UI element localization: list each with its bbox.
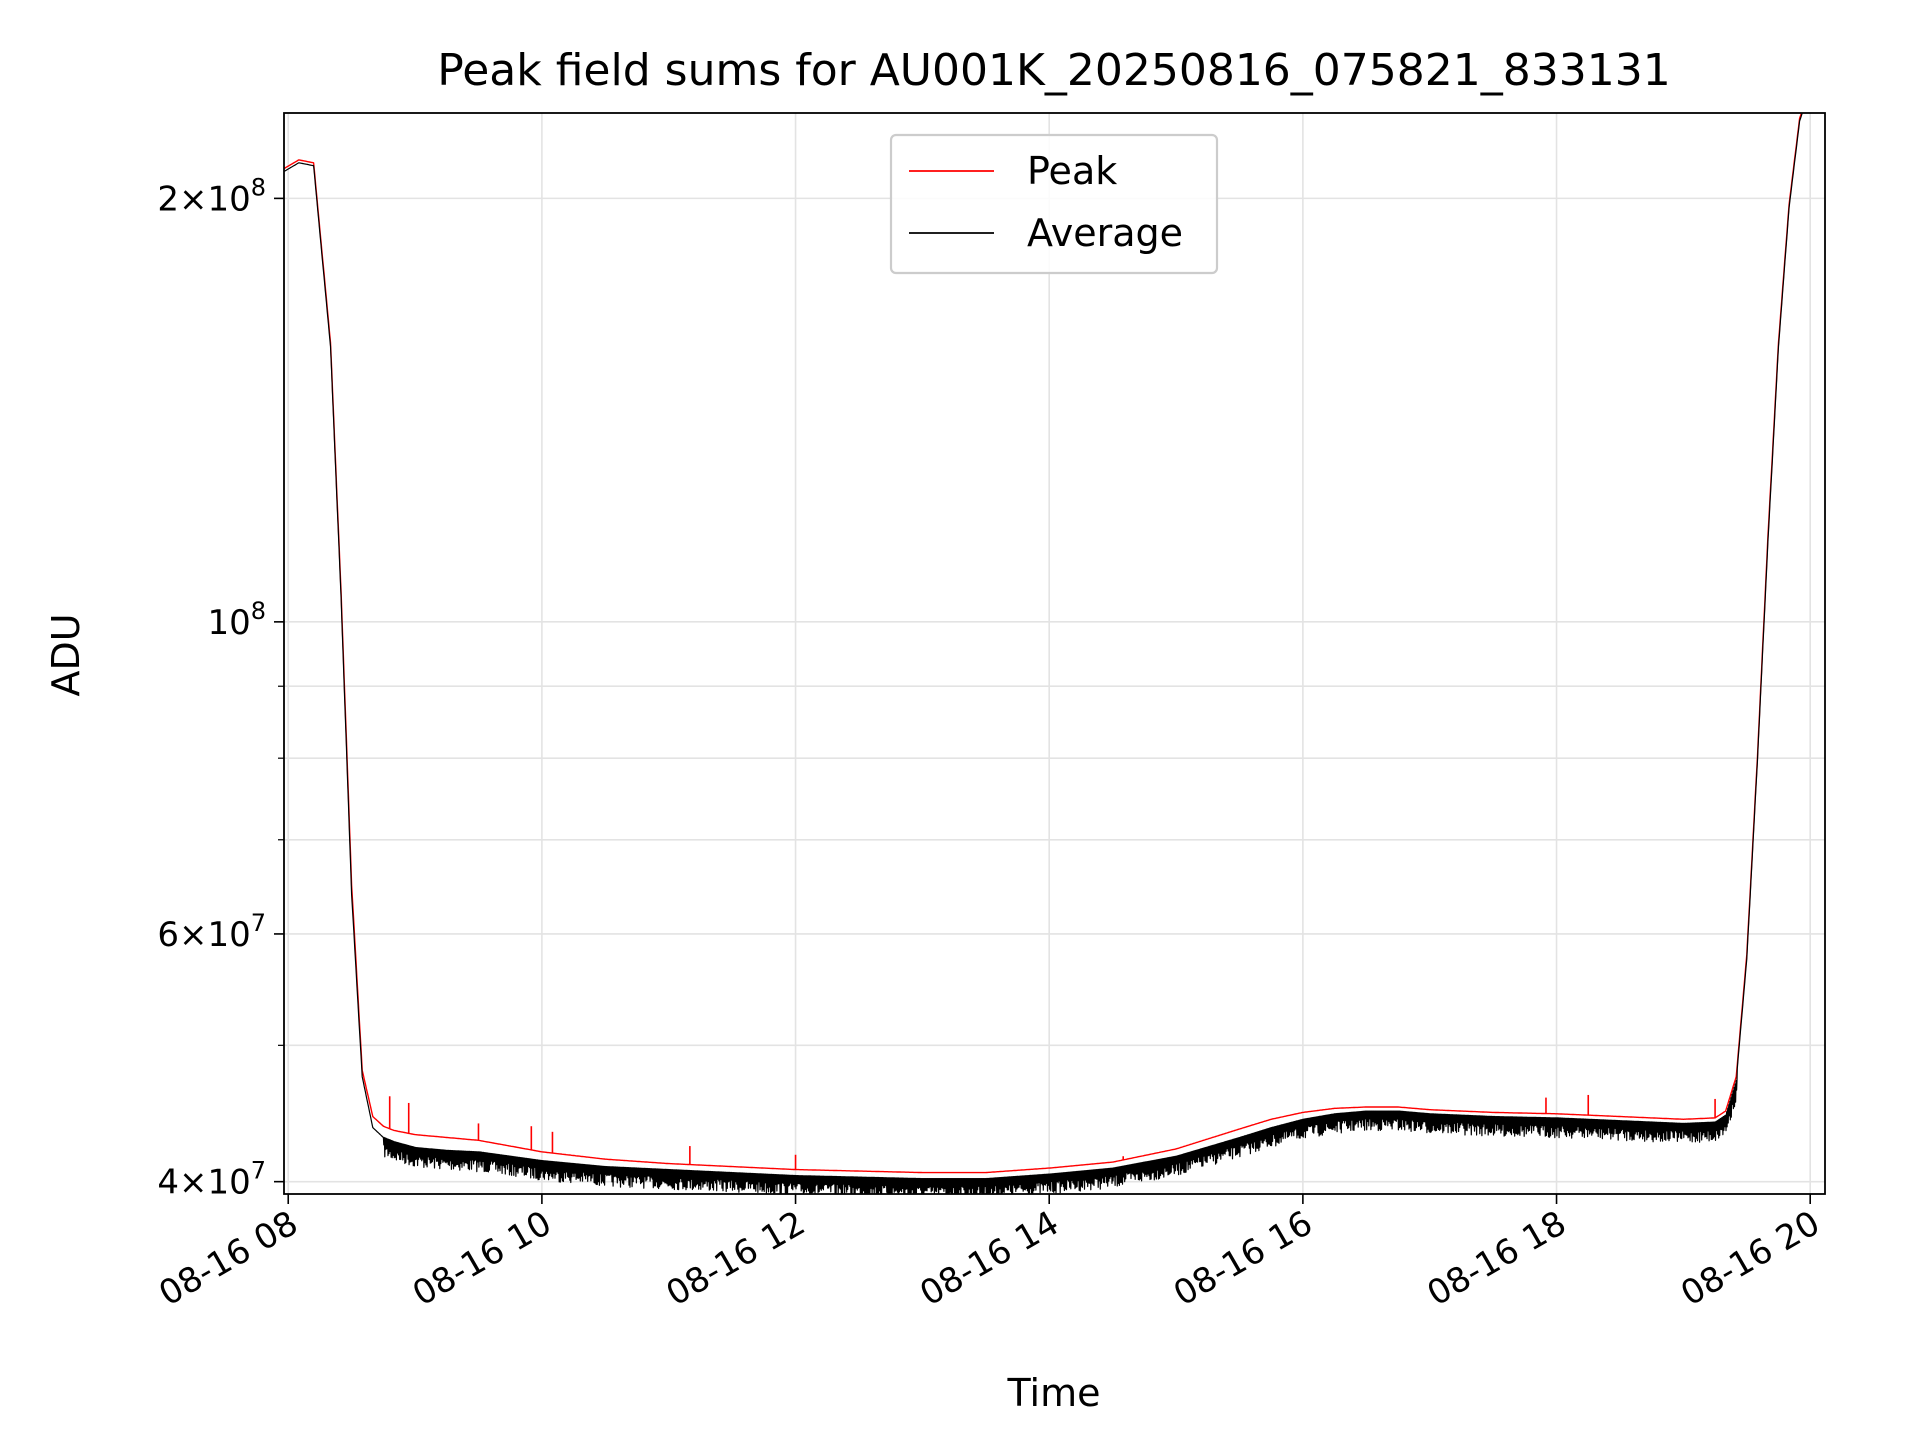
grid xyxy=(284,113,1825,1194)
y-tick-label: 4×107 xyxy=(157,1157,266,1203)
x-tick-label: 08-16 16 xyxy=(1167,1203,1319,1314)
y-axis-label: ADU xyxy=(44,613,88,696)
y-tick-label: 2×108 xyxy=(157,173,266,219)
legend-label-average: Average xyxy=(1027,211,1183,255)
chart-title: Peak field sums for AU001K_20250816_0758… xyxy=(437,45,1670,96)
series-layer xyxy=(284,113,1803,1194)
x-tick-label: 08-16 14 xyxy=(913,1203,1065,1314)
x-tick-label: 08-16 18 xyxy=(1421,1203,1573,1314)
series-line-average xyxy=(284,113,1803,1194)
y-tick-label: 108 xyxy=(207,597,266,643)
x-axis: 08-16 08 08-16 10 08-16 12 08-16 14 08-16 16… xyxy=(152,1194,1827,1314)
x-tick-label: 08-16 08 xyxy=(152,1203,304,1314)
x-tick-label: 08-16 20 xyxy=(1674,1203,1826,1314)
x-tick-label: 08-16 10 xyxy=(406,1203,558,1314)
plot-frame xyxy=(283,112,1826,1195)
x-tick-label: 08-16 12 xyxy=(660,1203,812,1314)
x-axis-label: Time xyxy=(1007,1371,1101,1415)
legend-label-peak: Peak xyxy=(1027,149,1117,193)
legend: Peak Average xyxy=(889,133,1219,275)
legend-box xyxy=(889,133,1219,275)
y-tick-label: 6×107 xyxy=(157,909,266,955)
y-axis: 4×107 6×107 108 2×108 xyxy=(157,173,284,1203)
series-line-peak xyxy=(284,113,1803,1174)
